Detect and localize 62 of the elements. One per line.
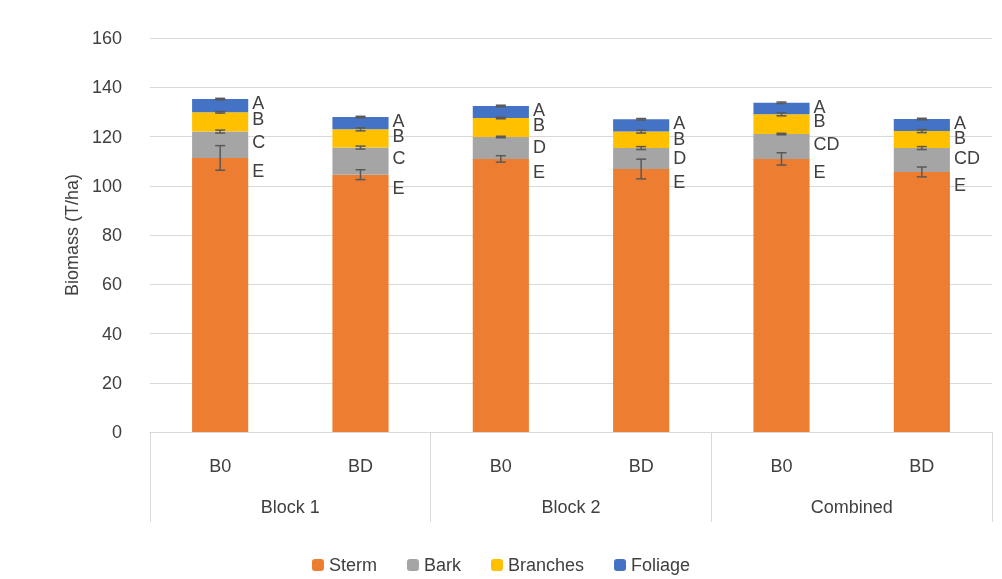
- legend-label: Branches: [507, 555, 585, 575]
- annotation: E: [813, 161, 826, 182]
- x-tick-label: B0: [489, 456, 512, 476]
- annotation: B: [252, 109, 265, 130]
- annotation: B: [532, 115, 545, 136]
- annotation: C: [252, 131, 266, 152]
- annotation: CD: [953, 148, 980, 169]
- y-tick-label: 80: [101, 225, 122, 245]
- text: Combined: [810, 497, 893, 517]
- bar: [472, 158, 529, 432]
- bar: [753, 114, 810, 135]
- bar: [472, 136, 529, 159]
- x-tick-label: BD: [628, 456, 654, 476]
- annotation: E: [953, 174, 966, 195]
- bar: [332, 147, 389, 175]
- text: Block 1: [260, 497, 320, 517]
- bar: [192, 157, 249, 432]
- y-tick-label: 20: [101, 372, 122, 393]
- annotation: E: [532, 161, 545, 182]
- annotation: C: [392, 147, 406, 168]
- bar: [613, 148, 670, 170]
- bar: [893, 131, 950, 149]
- bar: [472, 118, 529, 137]
- annotation: E: [673, 172, 686, 193]
- bar: [893, 148, 950, 172]
- y-tick-label: 40: [101, 323, 122, 344]
- bar: [332, 117, 389, 130]
- bar: [753, 102, 810, 115]
- annotation: D: [532, 136, 546, 157]
- bar: [192, 131, 249, 158]
- legend-label: Bark: [423, 555, 462, 575]
- bar: [332, 129, 389, 148]
- bar: [192, 112, 249, 132]
- bar: [753, 158, 810, 432]
- annotation: CD: [813, 134, 840, 155]
- annotation: E: [392, 177, 405, 198]
- annotation: E: [252, 160, 265, 181]
- x-tick-label: B0: [770, 456, 793, 476]
- x-tick-label: BD: [909, 456, 935, 476]
- y-tick-label: 60: [101, 274, 122, 295]
- bar: [192, 99, 249, 113]
- legend-label: Foliage: [631, 555, 691, 575]
- y-tick-label: 120: [91, 126, 122, 147]
- bar: [613, 169, 670, 432]
- x-tick-label: B0: [209, 456, 232, 476]
- y-tick-label: 0: [111, 422, 122, 442]
- bar: [472, 105, 529, 119]
- bar: [613, 131, 670, 149]
- legend-label: Sterm: [328, 555, 377, 575]
- y-axis-title: Biomass (T/ha): [62, 173, 83, 297]
- bar: [753, 134, 810, 159]
- annotation: B: [673, 128, 686, 149]
- annotation: D: [673, 148, 687, 169]
- y-tick-label: 140: [91, 77, 122, 98]
- bar: [332, 174, 389, 432]
- bar: [613, 119, 670, 132]
- bar: [893, 171, 950, 432]
- y-tick-label: 160: [91, 28, 122, 48]
- x-tick-label: BD: [347, 456, 374, 476]
- bar: [893, 119, 950, 132]
- y-tick-label: 100: [91, 175, 122, 196]
- text: Block 2: [541, 497, 601, 517]
